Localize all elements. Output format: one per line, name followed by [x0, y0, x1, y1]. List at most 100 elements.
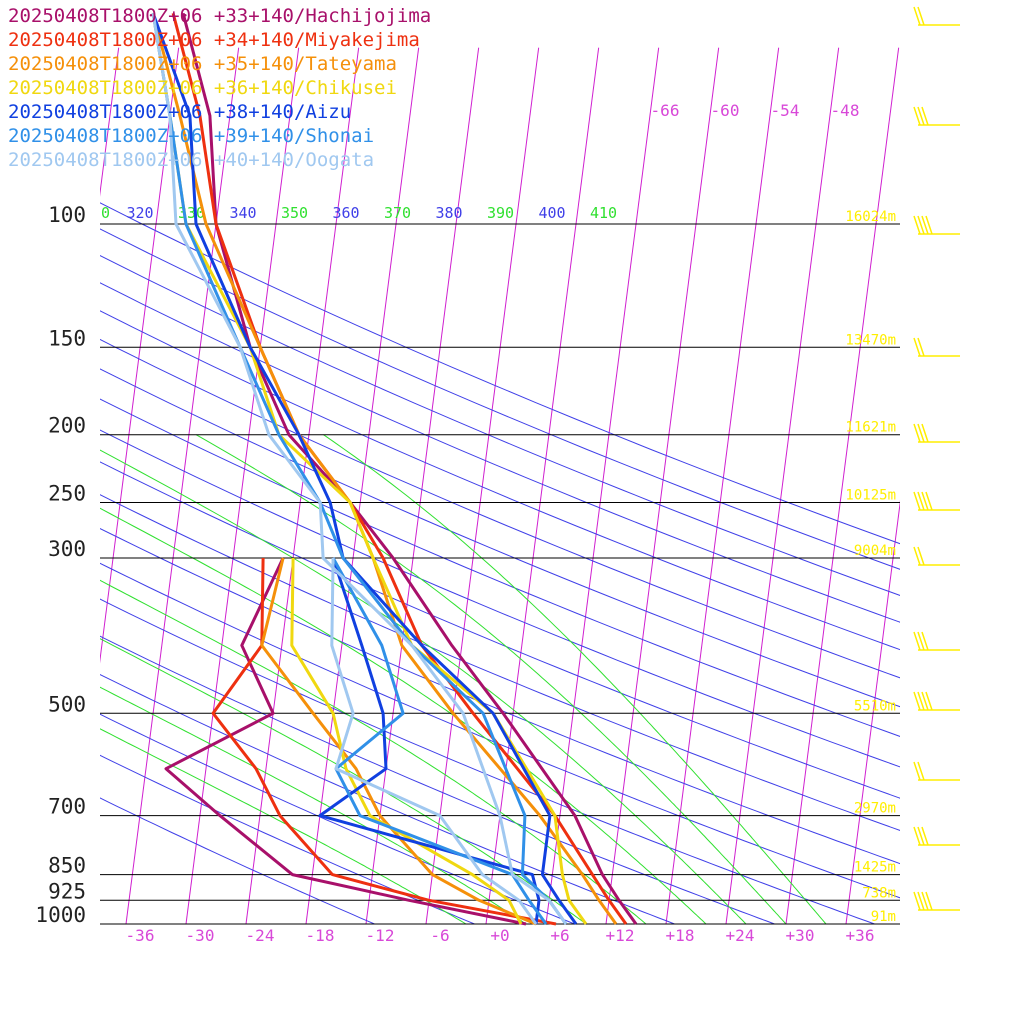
isotherm	[485, 47, 600, 924]
top-temperature-label: -66	[651, 101, 680, 120]
theta-label: 360	[332, 204, 359, 222]
height-label: 91m	[871, 909, 896, 925]
moist-adiabat	[100, 449, 747, 924]
series-dewpoint-line	[290, 557, 523, 925]
moist-adiabat	[100, 579, 647, 924]
pressure-tick-label: 700	[48, 795, 86, 819]
temperature-tick-label: -36	[126, 926, 155, 945]
temperature-tick-label: -6	[430, 926, 449, 945]
legend-item: 20250408T1800Z+06 +38+140/Aizu	[8, 101, 352, 123]
wind-barb	[913, 891, 960, 911]
isotherm	[665, 47, 780, 924]
series-dewpoint-line	[330, 557, 538, 925]
pressure-tick-label: 250	[48, 482, 86, 506]
moist-adiabat	[100, 638, 587, 924]
dry-adiabat	[100, 255, 900, 596]
legend-item: 20250408T1800Z+06 +39+140/Shonai	[8, 125, 375, 147]
pressure-tick-label: 100	[48, 203, 86, 227]
height-label: 2970m	[854, 801, 896, 817]
isotherm	[906, 48, 1019, 924]
isotherm	[425, 47, 540, 924]
dry-adiabat	[100, 310, 900, 651]
temperature-tick-label: +6	[550, 926, 569, 945]
isotherm	[305, 47, 420, 924]
isotherm	[785, 47, 900, 924]
height-label: 13470m	[845, 332, 896, 348]
top-temperature-label: -54	[771, 101, 800, 120]
dry-adiabat	[100, 338, 900, 679]
dry-adiabat	[100, 797, 375, 924]
series-temperature-line	[151, 13, 568, 925]
dry-adiabat	[100, 562, 900, 899]
height-label: 9004m	[854, 543, 896, 559]
theta-label: 340	[229, 204, 256, 222]
series-temperature-line	[151, 13, 568, 925]
dry-adiabat	[100, 398, 900, 737]
isotherm	[845, 500, 900, 924]
temperature-tick-label: -18	[306, 926, 335, 945]
theta-label: 390	[487, 204, 514, 222]
moist-adiabat	[100, 686, 527, 924]
pressure-tick-label: 925	[48, 879, 86, 903]
dry-adiabat	[100, 228, 900, 570]
theta-label: 370	[384, 204, 411, 222]
moist-adiabat	[323, 434, 827, 924]
dry-adiabat	[100, 754, 475, 924]
dry-adiabat	[100, 494, 900, 831]
legend-item: 20250408T1800Z+06 +40+140/Oogata	[8, 149, 375, 171]
grid	[100, 47, 1019, 924]
series-temperature-line	[171, 12, 628, 925]
height-label: 1425m	[854, 860, 896, 876]
temperature-tick-label: +24	[726, 926, 755, 945]
isotherm	[725, 47, 840, 924]
temperature-tick-label: +18	[666, 926, 695, 945]
wind-barb	[913, 337, 960, 357]
wind-barb	[913, 691, 960, 711]
soundings	[151, 12, 638, 926]
isotherm	[545, 47, 660, 924]
dry-adiabat	[100, 713, 575, 924]
series-dewpoint-line	[211, 557, 557, 926]
legend: 20250408T1800Z+06 +33+140/Hachijojima 202…	[8, 4, 431, 172]
theta-label: 400	[538, 204, 565, 222]
pressure-tick-label: 500	[48, 692, 86, 716]
theta-label: 410	[590, 204, 617, 222]
dry-adiabat	[100, 527, 900, 865]
top-temperature-label: -48	[831, 101, 860, 120]
height-label: 5510m	[854, 698, 896, 714]
temperature-tick-label: -30	[186, 926, 215, 945]
legend-item: 20250408T1800Z+06 +33+140/Hachijojima	[8, 5, 432, 27]
pressure-tick-label: 1000	[35, 903, 86, 927]
dry-adiabat	[100, 635, 775, 924]
wind-barb	[913, 491, 960, 511]
moist-adiabat	[195, 434, 787, 924]
wind-barb	[913, 826, 960, 846]
dry-adiabat	[100, 461, 900, 799]
dry-adiabat	[100, 429, 900, 768]
pressure-tick-label: 300	[48, 537, 86, 561]
theta-label: 0	[101, 204, 110, 222]
top-temperature-label: -60	[711, 101, 740, 120]
isotherm	[185, 47, 300, 924]
isotherm	[605, 47, 720, 924]
temperature-tick-label: +0	[490, 926, 509, 945]
dry-adiabat	[100, 673, 675, 924]
height-label: 11621m	[845, 420, 896, 436]
dry-adiabat	[100, 282, 900, 623]
temperature-tick-label: +36	[846, 926, 875, 945]
temperature-tick-label: +30	[786, 926, 815, 945]
temperature-tick-label: -24	[246, 926, 275, 945]
theta-label: 350	[281, 204, 308, 222]
wind-barb	[913, 631, 960, 651]
pressure-tick-label: 850	[48, 854, 86, 878]
wind-barb	[913, 423, 960, 443]
pressure-tick-label: 150	[48, 326, 86, 350]
height-label: 10125m	[845, 488, 896, 504]
legend-item: 20250408T1800Z+06 +36+140/Chikusei	[8, 77, 397, 99]
height-label: 16024m	[845, 209, 896, 225]
height-label: 738m	[862, 885, 896, 901]
wind-barb	[913, 761, 960, 781]
wind-barb	[913, 6, 960, 26]
pressure-tick-label: 200	[48, 414, 86, 438]
